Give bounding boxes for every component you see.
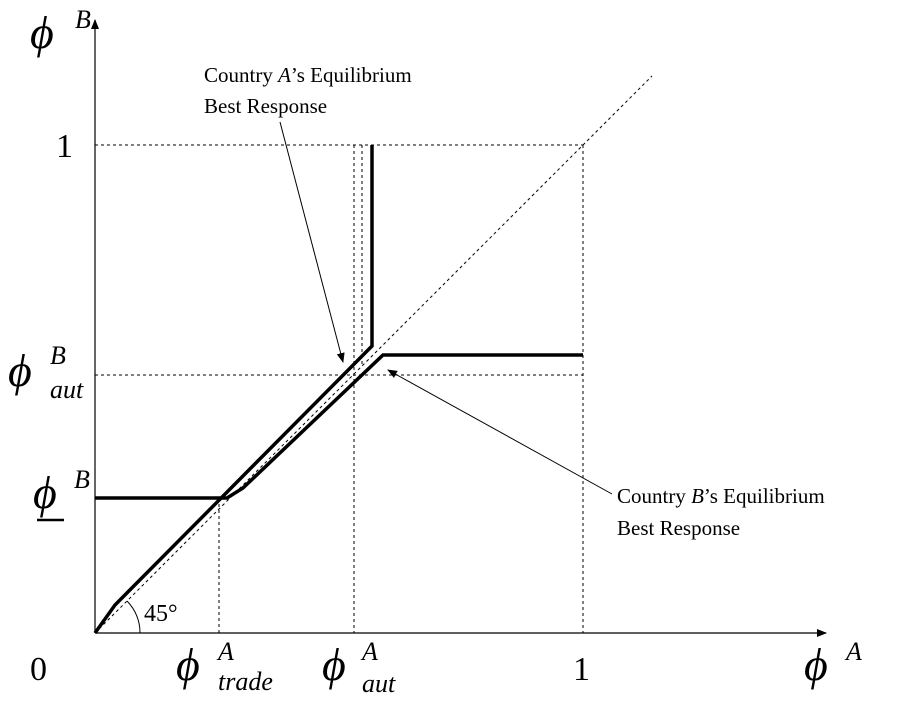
x-tick-symbol: ϕ [322,639,346,690]
angle-arc [126,600,141,634]
diagonal [94,75,653,634]
x-tick-sub: trade [218,667,273,696]
annotation-arrow [279,121,345,363]
annotation-arrow [387,369,613,495]
annotation: Country A’s Equilibrium [204,63,412,87]
annotation-text: B [691,484,704,508]
x-tick-symbol: ϕ [176,639,200,690]
angle-label: 45° [144,601,178,627]
annotation-text: Best Response [617,516,740,540]
x-tick-sup: A [216,637,234,666]
annotation: Country B’s Equilibrium [617,484,825,508]
x-tick-sup: A [360,637,378,666]
country-b-best-response [95,353,583,500]
annotation-text: Best Response [204,94,327,118]
x-tick-label: 1 [573,651,590,688]
annotation-text: Country [204,63,278,87]
annotation-text: A [276,63,291,87]
x-tick-sub: aut [362,669,396,698]
annotation-text: ’s Equilibrium [291,63,412,87]
y-tick-label: 1 [56,128,73,165]
y-tick-symbol: ϕ [33,467,57,518]
axis-sup: B [75,5,91,34]
y-tick-sup: B [74,465,90,494]
y-tick-sub: aut [50,375,84,404]
annotation-text: Country [617,484,691,508]
guides [94,75,653,634]
axis-symbol: ϕ [30,7,54,58]
axis-symbol: ϕ [804,639,828,690]
annotation-text: ’s Equilibrium [704,484,825,508]
country-a-best-response [93,145,374,635]
axis-sup: A [844,637,862,666]
x-tick-label: 0 [30,651,47,688]
y-tick-sup: B [50,341,66,370]
y-tick-symbol: ϕ [8,345,32,396]
